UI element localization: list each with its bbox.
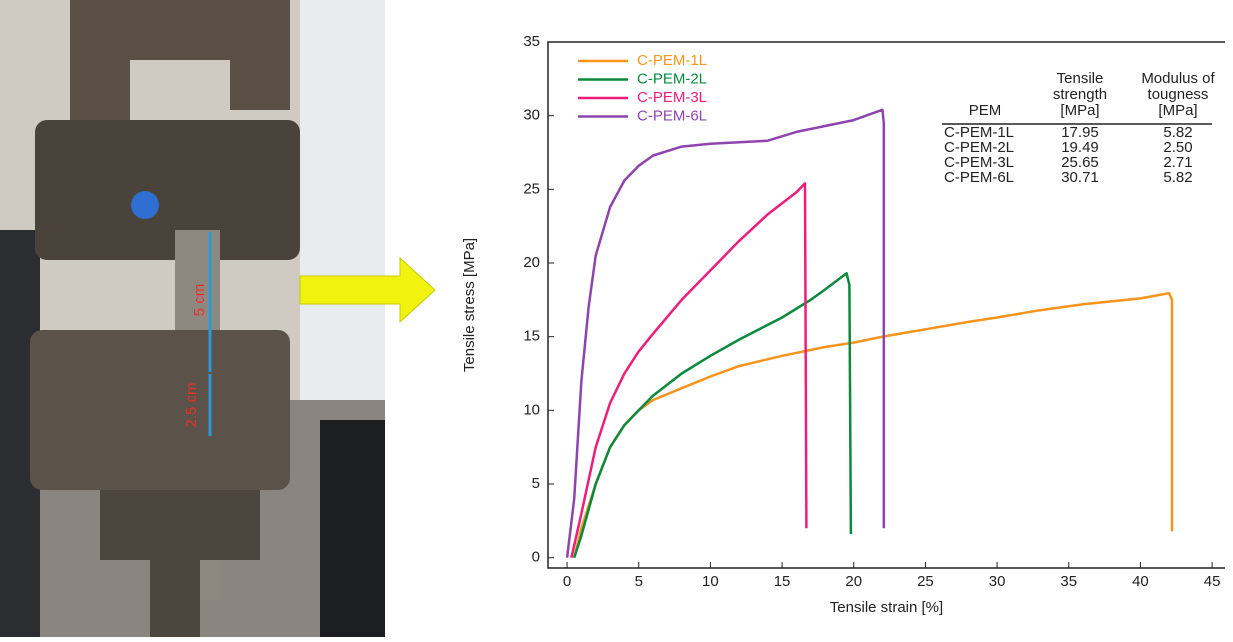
- data-line: [565, 108, 886, 558]
- x-tick-label: 45: [1204, 573, 1221, 590]
- photo: 5 cm 2.5 cm: [0, 0, 385, 637]
- y-axis-title: Tensile stress [MPa]: [461, 238, 478, 372]
- legend-label: C-PEM-1L: [637, 52, 707, 69]
- y-tick-label: 15: [523, 328, 540, 345]
- x-tick-label: 40: [1132, 573, 1149, 590]
- data-line: [572, 291, 1174, 558]
- table-header: Tensile: [1057, 70, 1104, 87]
- table-header: tougness: [1148, 86, 1209, 103]
- x-tick-label: 25: [917, 573, 934, 590]
- y-tick-label: 30: [523, 107, 540, 124]
- x-tick-label: 10: [702, 573, 719, 590]
- table-cell: 2.50: [1163, 139, 1192, 156]
- photo-clamp: [100, 490, 260, 637]
- table-cell: 2.71: [1163, 154, 1192, 171]
- x-tick-label: 15: [774, 573, 791, 590]
- photo-frame: [320, 420, 385, 637]
- table-cell: 5.82: [1163, 124, 1192, 141]
- table-cell: C-PEM-3L: [944, 154, 1014, 171]
- legend-label: C-PEM-2L: [637, 70, 707, 87]
- x-tick-label: 5: [635, 573, 643, 590]
- photo-label: 5 cm: [191, 284, 208, 317]
- table-cell: C-PEM-6L: [944, 169, 1014, 186]
- table-header: [MPa]: [1158, 102, 1197, 119]
- table-header: [MPa]: [1060, 102, 1099, 119]
- y-tick-label: 0: [532, 549, 540, 566]
- legend-label: C-PEM-3L: [637, 89, 707, 106]
- data-line: [573, 272, 853, 559]
- x-tick-label: 0: [563, 573, 571, 590]
- data-line: [570, 182, 808, 558]
- table-header: strength: [1053, 86, 1107, 103]
- y-tick-label: 25: [523, 180, 540, 197]
- table-cell: 25.65: [1061, 154, 1099, 171]
- table-cell: 17.95: [1061, 124, 1099, 141]
- photo-clamp: [30, 330, 290, 490]
- table-cell: 5.82: [1163, 169, 1192, 186]
- x-tick-label: 35: [1060, 573, 1077, 590]
- y-tick-label: 35: [523, 33, 540, 50]
- table-cell: C-PEM-1L: [944, 124, 1014, 141]
- legend-label: C-PEM-6L: [637, 107, 707, 124]
- arrow: [299, 256, 436, 324]
- x-tick-label: 30: [989, 573, 1006, 590]
- table-cell: 30.71: [1061, 169, 1099, 186]
- y-tick-label: 5: [532, 475, 540, 492]
- table-cell: C-PEM-2L: [944, 139, 1014, 156]
- photo-clamp: [70, 0, 290, 120]
- axis-frame: [547, 41, 1225, 569]
- x-tick-label: 20: [845, 573, 862, 590]
- y-tick-label: 20: [523, 254, 540, 271]
- photo-label: 2.5 cm: [183, 382, 200, 427]
- table-header: Modulus of: [1141, 70, 1215, 87]
- photo-clamp: [35, 120, 300, 260]
- x-axis-title: Tensile strain [%]: [830, 599, 943, 616]
- photo-sticker: [131, 191, 159, 219]
- y-tick-label: 10: [523, 401, 540, 418]
- table-cell: 19.49: [1061, 139, 1099, 156]
- table-header: PEM: [969, 102, 1002, 119]
